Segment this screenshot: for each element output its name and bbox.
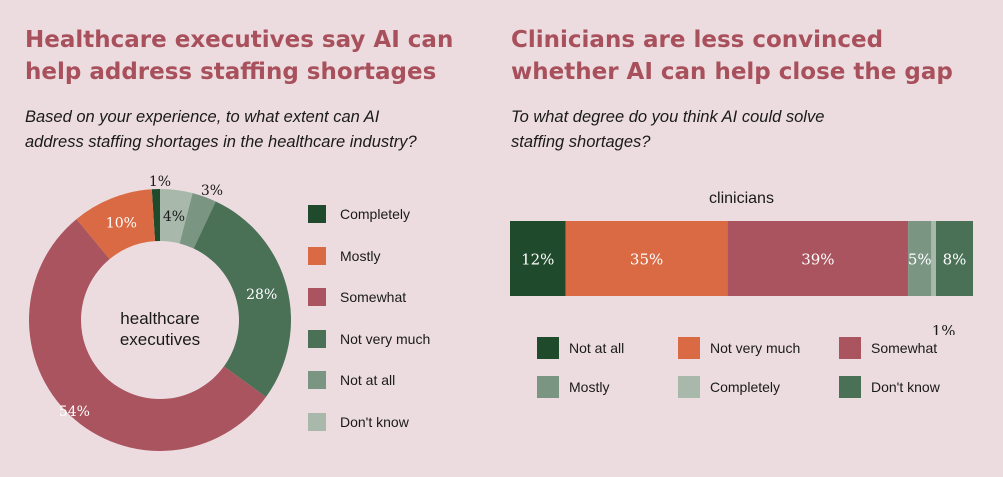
right-subtitle: To what degree do you think AI could sol… — [511, 105, 824, 155]
left-subtitle-line1: Based on your experience, to what extent… — [25, 108, 380, 126]
bar-segment-mostly — [908, 221, 932, 296]
bar-label: 1% — [932, 322, 956, 335]
bar-label: 8% — [943, 251, 967, 269]
donut-slice-not-at-all — [179, 193, 216, 249]
legend-swatch — [678, 376, 700, 398]
right-subtitle-line1: To what degree do you think AI could sol… — [511, 108, 825, 126]
left-title: Healthcare executives say AI can help ad… — [25, 24, 453, 88]
legend-item: Not at all — [537, 337, 624, 359]
donut-slice-don-t-know — [160, 189, 193, 244]
bar-label: 12% — [521, 251, 554, 269]
legend-label: Somewhat — [871, 340, 938, 356]
right-title-line2: whether AI can help close the gap — [511, 59, 953, 85]
legend-label: Somewhat — [340, 289, 407, 305]
right-title-line1: Clinicians are less convinced — [511, 27, 884, 53]
legend-item: Mostly — [537, 376, 609, 398]
legend-swatch — [537, 337, 559, 359]
legend-swatch — [308, 246, 326, 265]
bar-segment-completely — [931, 221, 936, 296]
donut-slice-mostly — [76, 189, 156, 260]
legend-label: Not very much — [340, 330, 431, 347]
donut-chart: 1% 4% 3% 28% 54% 10% — [28, 174, 291, 452]
bar-segment-somewhat — [727, 221, 909, 296]
donut-label: 28% — [246, 287, 277, 303]
legend-label: Mostly — [340, 247, 381, 264]
legend-label: Mostly — [569, 379, 610, 395]
bar-segment-not-at-all — [510, 221, 566, 296]
center-label-line1: healthcare — [120, 309, 200, 328]
legend-item: Somewhat — [839, 337, 937, 359]
legend-swatch — [308, 288, 326, 306]
left-subtitle-line2: address staffing shortages in the health… — [25, 133, 417, 151]
donut-slice-somewhat — [28, 219, 266, 452]
legend-swatch — [308, 412, 326, 431]
donut-label: 1% — [149, 174, 171, 190]
center-label-line2: executives — [119, 330, 201, 349]
legend-item: Not very much — [678, 337, 800, 359]
bar-category-label: clinicians — [709, 190, 774, 207]
donut-label: 10% — [106, 215, 137, 231]
legend-label: Not at all — [569, 340, 625, 356]
donut-slice-not-very-much — [193, 201, 291, 397]
bar-segment-don-t-know — [935, 221, 973, 296]
legend-swatch — [839, 337, 861, 359]
legend-label: Not at all — [340, 372, 396, 388]
legend-item: Not very much — [308, 329, 431, 348]
legend-item: Not at all — [308, 371, 395, 389]
legend-swatch — [308, 371, 326, 389]
stacked-bar-chart: 12% 35% 39% 5% 1% 8% — [510, 221, 973, 335]
left-title-line2: help address staffing shortages — [25, 59, 437, 85]
legend-label: Don't know — [871, 379, 940, 395]
legend-swatch — [537, 376, 559, 398]
legend-item: Don't know — [839, 376, 940, 398]
donut-label: 4% — [163, 209, 185, 225]
bar-label: 39% — [801, 251, 834, 269]
legend-item: Don't know — [308, 412, 409, 431]
legend-swatch — [308, 205, 326, 223]
legend-item: Completely — [678, 376, 780, 398]
legend-item: Completely — [308, 205, 410, 223]
bar-label: 35% — [630, 251, 663, 269]
legend-label: Not very much — [710, 340, 801, 356]
legend-swatch — [678, 337, 700, 359]
legend-item: Mostly — [308, 246, 381, 265]
left-title-line1: Healthcare executives say AI can — [25, 27, 454, 53]
donut-center-label: healthcare executives — [60, 308, 260, 350]
legend-label: Don't know — [340, 413, 409, 430]
donut-label: 54% — [59, 404, 90, 420]
donut-label: 3% — [201, 183, 223, 199]
legend-swatch — [308, 329, 326, 348]
donut-slice-completely — [151, 189, 160, 242]
bar-label: 5% — [908, 251, 932, 269]
legend-label: Completely — [710, 379, 781, 395]
right-subtitle-line2: staffing shortages? — [511, 133, 651, 151]
left-subtitle: Based on your experience, to what extent… — [25, 105, 417, 155]
bar-segment-not-very-much — [565, 221, 728, 296]
right-title: Clinicians are less convinced whether AI… — [511, 24, 953, 88]
legend-swatch — [839, 376, 861, 398]
legend-label: Completely — [340, 206, 411, 222]
legend-item: Somewhat — [308, 288, 406, 306]
